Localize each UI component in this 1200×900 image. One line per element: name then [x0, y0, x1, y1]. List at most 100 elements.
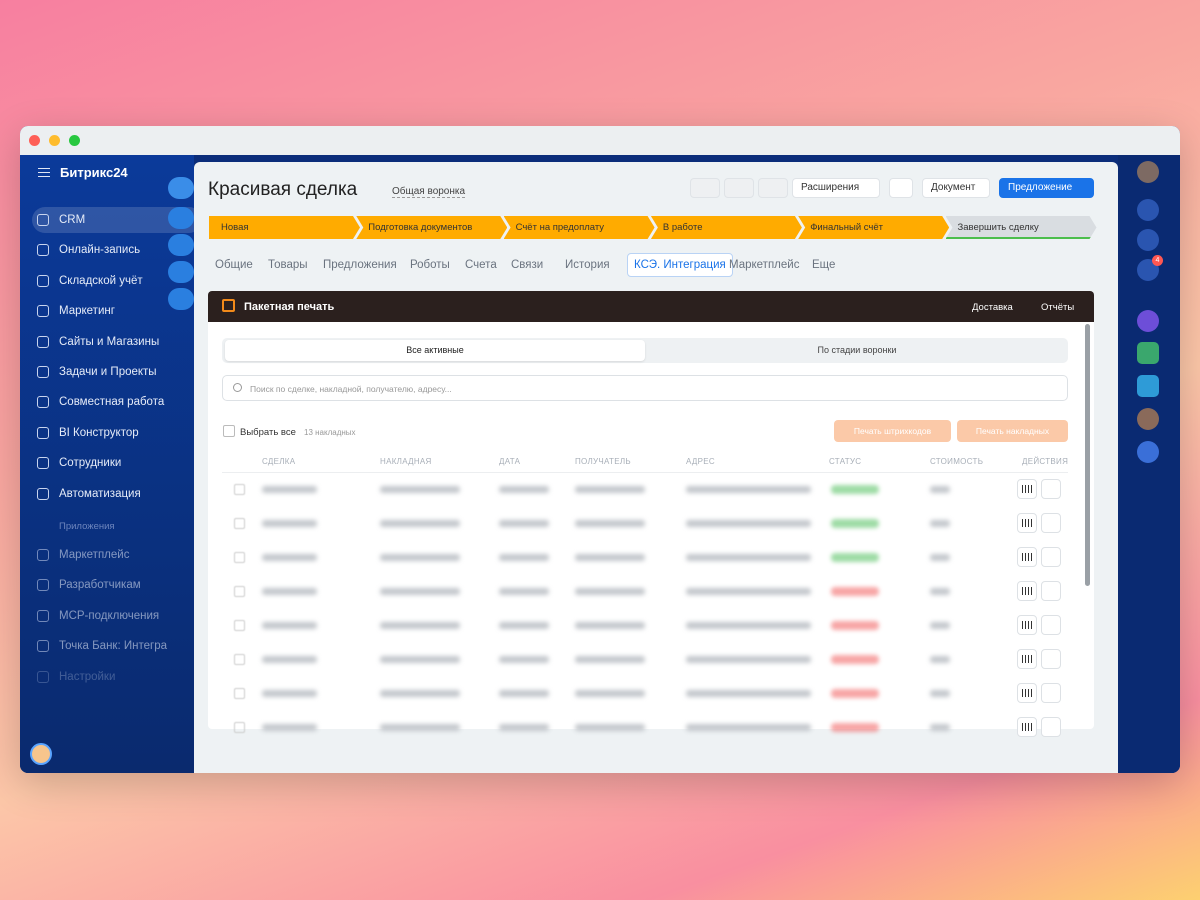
avatar[interactable]: [30, 743, 52, 765]
print-barcodes[interactable]: Печать штрихкодов: [834, 420, 951, 442]
reports[interactable]: Отчёты: [1041, 302, 1075, 313]
doc-btn[interactable]: [1041, 649, 1061, 669]
contact[interactable]: [1137, 408, 1159, 430]
settings[interactable]: [889, 178, 913, 198]
offer[interactable]: Предложение: [999, 178, 1094, 198]
user-avatar[interactable]: [1137, 161, 1159, 183]
checkbox[interactable]: [223, 425, 235, 437]
row-checkbox[interactable]: [234, 620, 245, 631]
close-slider[interactable]: [168, 177, 194, 199]
maximize[interactable]: [69, 135, 80, 146]
barcode-btn[interactable]: [1017, 581, 1037, 601]
scrollbar[interactable]: [1085, 324, 1090, 586]
tab[interactable]: Еще: [812, 259, 836, 271]
barcode-btn[interactable]: [1017, 513, 1037, 533]
print[interactable]: [168, 288, 194, 310]
barcode-btn[interactable]: [1017, 649, 1037, 669]
doc-btn[interactable]: [1041, 717, 1061, 737]
menu-icon: [37, 305, 49, 318]
stage[interactable]: Подготовка документов: [356, 216, 507, 239]
menu-item[interactable]: Точка Банк: Интегра: [59, 640, 167, 653]
stage[interactable]: Финальный счёт: [798, 216, 949, 239]
doc-btn[interactable]: [1041, 513, 1061, 533]
menu-item[interactable]: Складской учёт: [59, 274, 143, 287]
app[interactable]: [1137, 310, 1159, 332]
menu-item[interactable]: BI Конструктор: [59, 426, 139, 439]
doc-btn[interactable]: [1041, 683, 1061, 703]
minimize-slider[interactable]: [168, 234, 194, 256]
tab[interactable]: Маркетплейс: [729, 259, 800, 271]
document[interactable]: Документ: [922, 178, 990, 198]
doc-btn[interactable]: [1041, 615, 1061, 635]
tab[interactable]: Товары: [268, 259, 308, 271]
badge: 4: [1152, 255, 1163, 266]
menu-item[interactable]: Задачи и Проекты: [59, 366, 157, 378]
status: [831, 621, 879, 630]
segment[interactable]: По стадии воронки: [817, 345, 897, 355]
blurred-cell: [499, 724, 549, 731]
menu-item[interactable]: Настройки: [59, 670, 116, 683]
print-waybills[interactable]: Печать накладных: [957, 420, 1068, 442]
row-checkbox[interactable]: [234, 552, 245, 563]
segment-active[interactable]: Все активные: [225, 340, 645, 361]
doc-btn[interactable]: [1041, 479, 1061, 499]
tab[interactable]: Счета: [465, 259, 497, 271]
menu-section[interactable]: Приложения: [59, 521, 115, 532]
search[interactable]: Поиск по сделке, накладной, получателю, …: [222, 375, 1068, 401]
blurred-cell: [930, 554, 950, 561]
row-checkbox[interactable]: [234, 484, 245, 495]
barcode-btn[interactable]: [1017, 683, 1037, 703]
doc-btn[interactable]: [1041, 547, 1061, 567]
mail[interactable]: [724, 178, 754, 198]
activity[interactable]: [1137, 229, 1159, 251]
open-new[interactable]: [168, 261, 194, 283]
row-checkbox[interactable]: [234, 654, 245, 665]
copy-link[interactable]: [168, 207, 194, 229]
minimize[interactable]: [49, 135, 60, 146]
row-checkbox[interactable]: [234, 586, 245, 597]
menu-item[interactable]: Совместная работа: [59, 396, 165, 409]
barcode-btn[interactable]: [1017, 717, 1037, 737]
app[interactable]: [1137, 342, 1159, 364]
tab-active[interactable]: КСЭ. Интеграция: [627, 253, 733, 277]
menu-item[interactable]: Маркетплейс: [59, 549, 130, 561]
stage[interactable]: Завершить сделку: [946, 216, 1097, 239]
blurred-cell: [686, 554, 811, 561]
row-checkbox[interactable]: [234, 688, 245, 699]
barcode-btn[interactable]: [1017, 615, 1037, 635]
menu-item[interactable]: MCP-подключения: [59, 609, 160, 622]
tab[interactable]: История: [565, 259, 610, 271]
funnel[interactable]: Общая воронка: [392, 186, 466, 198]
row-checkbox[interactable]: [234, 518, 245, 529]
tab[interactable]: Связи: [511, 259, 544, 271]
barcode-btn[interactable]: [1017, 547, 1037, 567]
menu-item[interactable]: Онлайн-запись: [59, 244, 141, 257]
row-checkbox[interactable]: [234, 722, 245, 733]
tab[interactable]: Общие: [215, 259, 253, 271]
chat[interactable]: [758, 178, 788, 198]
barcode-btn[interactable]: [1017, 479, 1037, 499]
doc-btn[interactable]: [1041, 581, 1061, 601]
menu-item[interactable]: Сотрудники: [59, 457, 122, 470]
extensions[interactable]: Расширения: [792, 178, 880, 198]
stage[interactable]: Счёт на предоплату: [504, 216, 655, 239]
call[interactable]: [690, 178, 720, 198]
menu-item[interactable]: Разработчикам: [59, 579, 141, 592]
stage[interactable]: Новая: [209, 216, 360, 239]
stage[interactable]: В работе: [651, 216, 802, 239]
select-all[interactable]: Выбрать все: [240, 427, 296, 438]
app[interactable]: [1137, 375, 1159, 397]
close[interactable]: [29, 135, 40, 146]
menu-item[interactable]: Автоматизация: [59, 487, 141, 500]
delivery[interactable]: Доставка: [972, 302, 1013, 313]
tab[interactable]: Роботы: [410, 259, 450, 271]
menu-icon: [37, 396, 49, 409]
notifications[interactable]: [1137, 199, 1159, 221]
menu-icon[interactable]: [38, 168, 50, 177]
menu-item[interactable]: CRM: [59, 214, 86, 226]
tab[interactable]: Предложения: [323, 259, 397, 271]
bookmark[interactable]: [1137, 441, 1159, 463]
menu-item[interactable]: Маркетинг: [59, 305, 115, 318]
menu-item[interactable]: Сайты и Магазины: [59, 335, 160, 348]
column-header: АДРЕС: [686, 457, 715, 466]
